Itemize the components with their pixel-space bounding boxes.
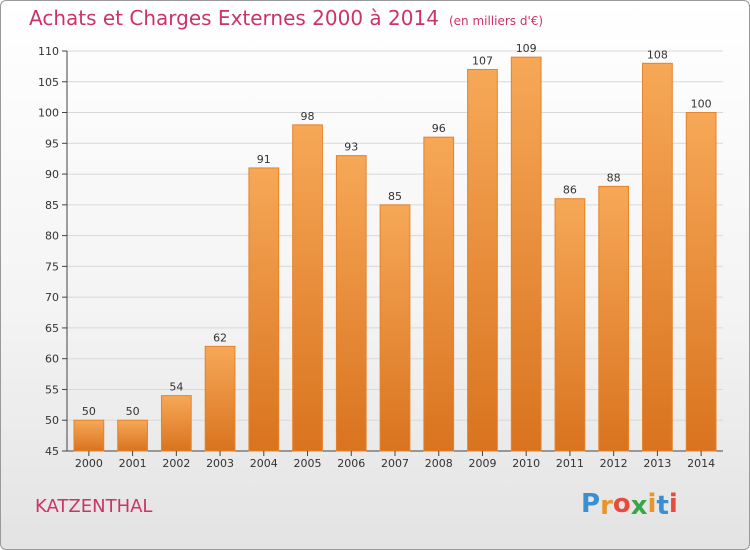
y-tick-label: 70 bbox=[45, 291, 59, 304]
bar-2005 bbox=[292, 124, 323, 452]
bar-value-label: 50 bbox=[82, 405, 96, 418]
bar-2008 bbox=[423, 136, 455, 452]
bar-value-label: 98 bbox=[301, 110, 315, 123]
y-tick-label: 110 bbox=[38, 45, 59, 58]
bar-value-label: 93 bbox=[344, 141, 358, 154]
logo-letter: i bbox=[668, 489, 678, 519]
bar-value-label: 109 bbox=[516, 42, 537, 55]
bar-value-label: 96 bbox=[432, 122, 446, 135]
x-tick-label: 2010 bbox=[512, 457, 540, 470]
bar-value-label: 62 bbox=[213, 331, 227, 344]
bar-value-label: 88 bbox=[607, 171, 621, 184]
logo-letter: o bbox=[612, 489, 631, 519]
bar-2009 bbox=[467, 68, 498, 452]
x-tick-label: 2007 bbox=[381, 457, 409, 470]
logo-letter: P bbox=[581, 489, 601, 519]
y-tick-label: 95 bbox=[45, 137, 59, 150]
y-tick-label: 55 bbox=[45, 383, 59, 396]
bar-value-label: 50 bbox=[126, 405, 140, 418]
bar-value-label: 100 bbox=[691, 98, 712, 111]
logo-letter: x bbox=[630, 491, 648, 521]
x-tick-label: 2002 bbox=[162, 457, 190, 470]
x-tick-label: 2000 bbox=[75, 457, 103, 470]
bar-2002 bbox=[160, 395, 192, 452]
logo-letter: r bbox=[600, 491, 613, 521]
bar-2012 bbox=[598, 185, 630, 452]
bar-2001 bbox=[117, 419, 148, 452]
x-tick-label: 2012 bbox=[600, 457, 628, 470]
x-tick-label: 2006 bbox=[337, 457, 365, 470]
x-tick-label: 2004 bbox=[250, 457, 278, 470]
x-tick-label: 2001 bbox=[119, 457, 147, 470]
x-tick-label: 2008 bbox=[425, 457, 453, 470]
x-tick-label: 2014 bbox=[687, 457, 715, 470]
bar-2010 bbox=[510, 56, 542, 452]
y-tick-label: 45 bbox=[45, 445, 59, 458]
chart-subtitle: (en milliers d'€) bbox=[448, 14, 544, 28]
bar-2013 bbox=[642, 62, 673, 452]
x-tick-label: 2013 bbox=[643, 457, 671, 470]
logo-letter: t bbox=[656, 491, 669, 521]
bar-2003 bbox=[204, 345, 236, 452]
y-tick-label: 100 bbox=[38, 107, 59, 120]
y-tick-label: 105 bbox=[38, 76, 59, 89]
y-tick-label: 60 bbox=[45, 353, 59, 366]
x-tick-label: 2003 bbox=[206, 457, 234, 470]
y-tick-label: 75 bbox=[45, 260, 59, 273]
bar-2006 bbox=[335, 155, 367, 452]
y-tick-label: 85 bbox=[45, 199, 59, 212]
bar-value-label: 85 bbox=[388, 190, 402, 203]
y-tick-label: 80 bbox=[45, 230, 59, 243]
chart-title: Achats et Charges Externes 2000 à 2014 (e… bbox=[29, 6, 543, 30]
bar-2004 bbox=[248, 167, 280, 452]
bar-value-label: 54 bbox=[169, 381, 183, 394]
bar-value-label: 108 bbox=[647, 48, 668, 61]
bar-value-label: 91 bbox=[257, 153, 271, 166]
chart-title-text: Achats et Charges Externes 2000 à 2014 bbox=[29, 6, 439, 30]
commune-name: KATZENTHAL bbox=[35, 496, 153, 517]
bar-value-label: 86 bbox=[563, 184, 577, 197]
x-tick-label: 2011 bbox=[556, 457, 584, 470]
y-tick-label: 65 bbox=[45, 322, 59, 335]
bar-2014 bbox=[685, 112, 717, 452]
logo-letter: i bbox=[647, 489, 657, 519]
y-tick-label: 50 bbox=[45, 414, 59, 427]
bar-value-label: 107 bbox=[472, 54, 493, 67]
x-tick-label: 2005 bbox=[294, 457, 322, 470]
x-tick-label: 2009 bbox=[468, 457, 496, 470]
y-tick-label: 90 bbox=[45, 168, 59, 181]
bar-2007 bbox=[379, 204, 411, 452]
bar-2011 bbox=[554, 198, 586, 452]
proxiti-logo: Proxiti bbox=[581, 489, 678, 521]
bar-2000 bbox=[73, 419, 105, 452]
